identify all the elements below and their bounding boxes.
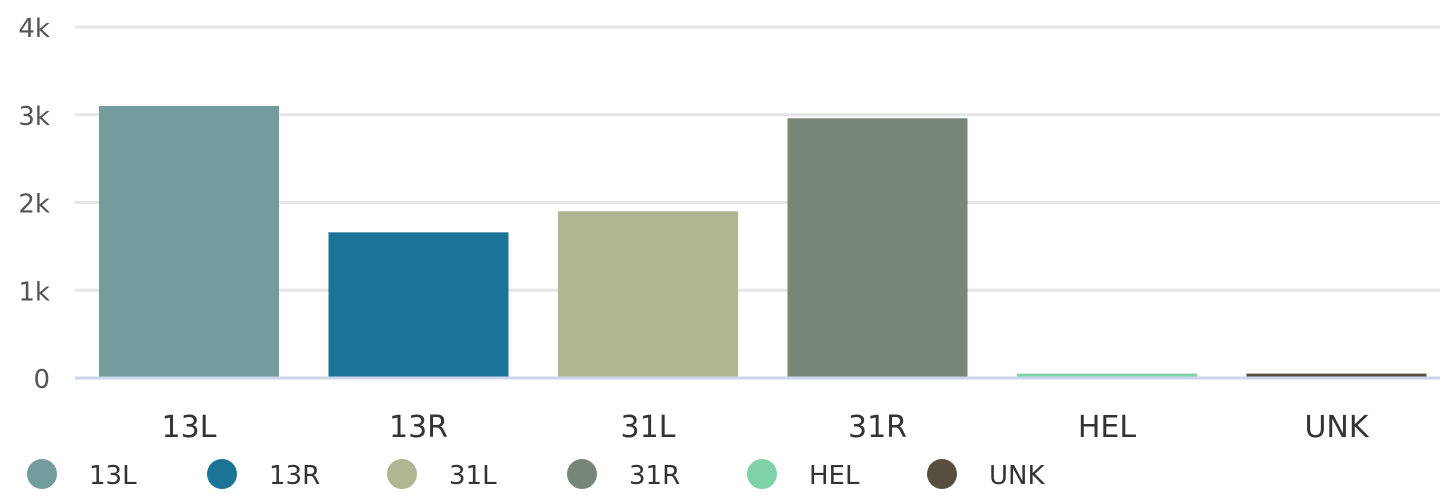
y-tick-label: 2k	[18, 190, 50, 220]
legend-label: 13R	[269, 461, 320, 491]
y-tick-label: 1k	[18, 277, 50, 307]
y-tick-label: 3k	[18, 102, 50, 132]
bars	[99, 105, 1427, 378]
legend-marker	[567, 459, 597, 489]
y-tick-label: 0	[33, 365, 50, 395]
x-tick-label: 13L	[162, 410, 217, 445]
legend[interactable]: 13L 13R 31L 31R HEL UNK	[27, 459, 1045, 491]
bar-unk[interactable]	[1246, 373, 1427, 378]
legend-label: UNK	[989, 461, 1045, 491]
legend-item-unk[interactable]: UNK	[927, 459, 1045, 491]
legend-item-hel[interactable]: HEL	[747, 459, 860, 491]
legend-marker	[27, 459, 57, 489]
x-tick-label: 13R	[389, 410, 448, 445]
x-axis-labels: 13L 13R 31L 31R HEL UNK	[162, 410, 1370, 445]
legend-label: HEL	[809, 461, 860, 491]
x-tick-label: 31L	[621, 410, 676, 445]
bar-hel[interactable]	[1017, 373, 1197, 378]
legend-label: 31R	[629, 461, 680, 491]
legend-marker	[207, 459, 237, 489]
y-axis-ticks: 0 1k 2k 3k 4k	[18, 14, 50, 395]
legend-marker	[927, 459, 957, 489]
legend-marker	[747, 459, 777, 489]
bar-13l[interactable]	[99, 105, 279, 378]
legend-label: 13L	[89, 461, 137, 491]
grid-lines	[75, 25, 1440, 292]
legend-item-13l[interactable]: 13L	[27, 459, 137, 491]
y-tick-label: 4k	[18, 14, 50, 44]
legend-label: 31L	[449, 461, 497, 491]
bar-31r[interactable]	[787, 118, 968, 378]
x-tick-label: HEL	[1078, 410, 1137, 445]
legend-item-13r[interactable]: 13R	[207, 459, 320, 491]
legend-item-31l[interactable]: 31L	[387, 459, 497, 491]
legend-item-31r[interactable]: 31R	[567, 459, 680, 491]
x-tick-label: 31R	[848, 410, 907, 445]
legend-marker	[387, 459, 417, 489]
bar-31l[interactable]	[558, 211, 738, 378]
x-tick-label: UNK	[1304, 410, 1369, 445]
bar-13r[interactable]	[328, 232, 509, 378]
